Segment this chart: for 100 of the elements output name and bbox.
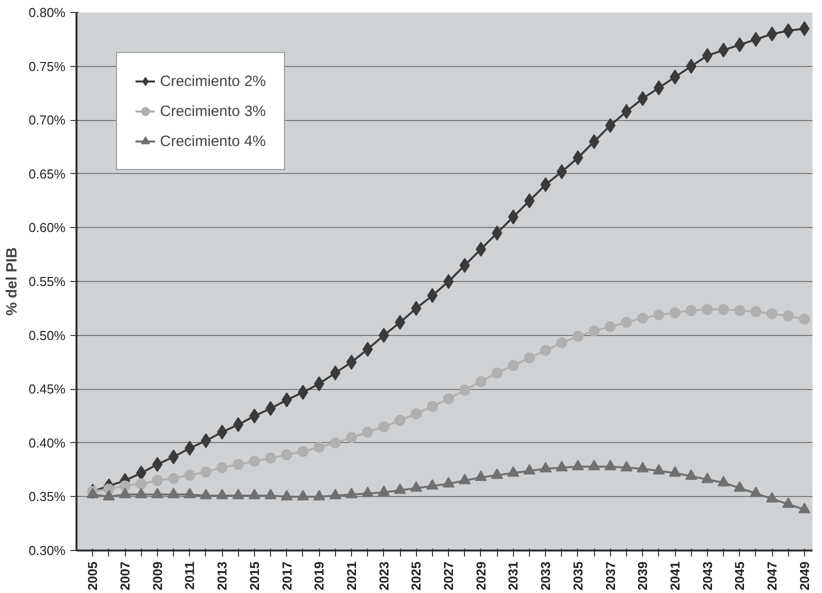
point [637, 312, 648, 324]
point [298, 384, 308, 400]
x-tick-label: 2017 [279, 562, 294, 590]
y-tick-label: 0.45% [28, 382, 66, 397]
x-tick-label: 2007 [118, 562, 133, 590]
point [168, 449, 179, 464]
x-tick-label: 2005 [85, 562, 100, 590]
point [394, 414, 406, 426]
point [524, 352, 535, 364]
legend-label: Crecimiento 4% [160, 132, 266, 150]
legend-label: Crecimiento 2% [160, 72, 266, 90]
point [474, 470, 487, 482]
point [280, 490, 293, 500]
point [378, 328, 390, 343]
point [152, 475, 163, 486]
y-tick-label: 0.55% [28, 274, 66, 289]
point [653, 309, 664, 320]
point [314, 442, 325, 453]
point [588, 460, 600, 470]
point [296, 490, 309, 500]
y-tick-label: 0.30% [28, 543, 66, 558]
point [329, 488, 342, 500]
point [410, 408, 422, 420]
point [200, 488, 212, 500]
point [782, 310, 794, 322]
x-tick-label: 2033 [538, 562, 554, 590]
point [151, 488, 164, 498]
point [427, 288, 438, 303]
x-tick-label: 2031 [506, 562, 521, 590]
point [281, 449, 292, 460]
y-tick-label: 0.65% [28, 166, 66, 182]
point [523, 464, 536, 475]
point [556, 460, 568, 472]
point [492, 367, 503, 378]
point [540, 344, 552, 356]
point [248, 488, 260, 500]
point [637, 91, 648, 106]
point [232, 458, 244, 470]
point [184, 470, 196, 481]
point [508, 360, 519, 371]
point [475, 376, 486, 388]
point [378, 421, 390, 432]
point [313, 490, 326, 500]
x-tick-label: 2043 [700, 562, 715, 590]
point [362, 486, 374, 498]
point [184, 488, 196, 498]
point [249, 408, 260, 424]
point [798, 502, 810, 514]
point [718, 304, 730, 315]
point [766, 492, 778, 503]
point [782, 497, 794, 508]
point [702, 48, 713, 64]
point [330, 437, 341, 448]
point [297, 446, 308, 457]
point [362, 426, 374, 438]
point [507, 466, 520, 477]
point [426, 479, 438, 490]
point [766, 308, 778, 320]
point [394, 314, 406, 330]
point [216, 424, 228, 440]
y-tick-label: 0.60% [28, 220, 66, 236]
point [394, 483, 406, 494]
point [750, 306, 762, 318]
point [216, 488, 228, 500]
point [718, 42, 729, 58]
point [621, 104, 632, 119]
point [540, 462, 552, 472]
point [200, 433, 212, 448]
x-tick-label: 2027 [441, 562, 456, 590]
x-tick-label: 2015 [246, 562, 262, 590]
point [248, 456, 260, 467]
point [702, 304, 713, 315]
point [588, 326, 600, 336]
x-tick-label: 2025 [408, 562, 424, 590]
point [443, 274, 454, 289]
point [636, 462, 649, 472]
point [572, 460, 584, 470]
point [540, 177, 551, 192]
x-tick-label: 2041 [668, 562, 683, 590]
y-tick-label: 0.80% [28, 5, 66, 20]
x-tick-label: 2029 [473, 562, 488, 590]
point [798, 314, 810, 325]
point [168, 488, 180, 498]
point [491, 468, 504, 479]
point [718, 476, 730, 486]
point [670, 307, 681, 318]
point [152, 456, 163, 472]
point [620, 460, 632, 472]
x-tick-label: 2011 [182, 562, 198, 590]
point [572, 330, 584, 342]
y-tick-label: 0.40% [28, 435, 66, 450]
point [685, 469, 698, 480]
point [799, 21, 810, 36]
y-axis-title: % del PIB [4, 247, 21, 316]
point [443, 393, 454, 404]
y-tick-label: 0.50% [28, 328, 66, 343]
point [669, 466, 682, 477]
point [120, 480, 131, 492]
point [410, 481, 422, 492]
point [442, 476, 455, 488]
